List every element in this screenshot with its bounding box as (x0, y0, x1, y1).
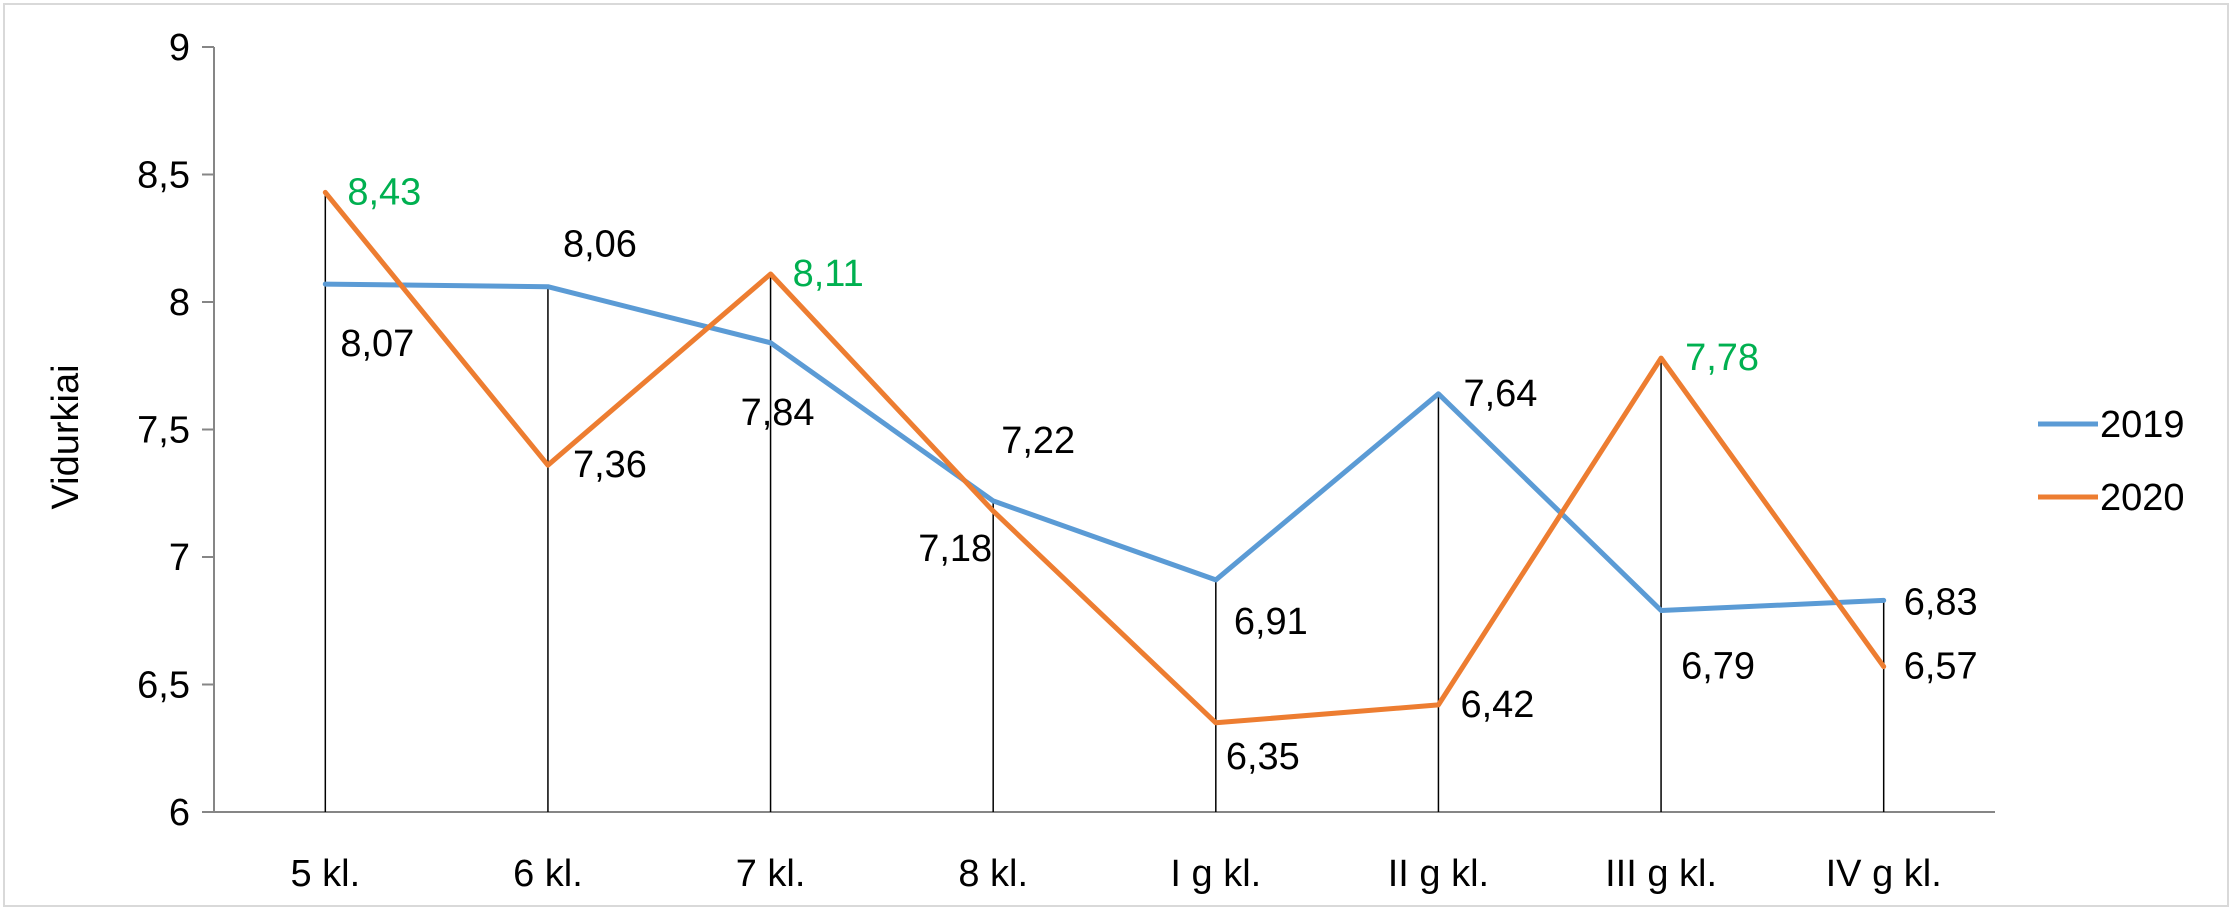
series-line-2019 (322, 281, 1887, 613)
data-label-2019: 8,07 (340, 323, 414, 365)
y-tick-label: 9 (169, 27, 190, 69)
series-lines (322, 189, 1887, 726)
legend-label-2019: 2019 (2100, 404, 2185, 446)
chart-frame (3, 3, 2229, 907)
data-label-2019: 7,64 (1463, 373, 1537, 415)
y-tick-label: 8 (169, 282, 190, 324)
data-label-2019: 6,91 (1234, 601, 1308, 643)
data-label-2019: 6,83 (1904, 581, 1978, 623)
data-label-2020: 7,78 (1685, 337, 1759, 379)
x-category-label: 5 kl. (290, 853, 360, 895)
data-label-2020: 8,43 (347, 171, 421, 213)
x-category-label: 6 kl. (513, 853, 583, 895)
x-category-label: 8 kl. (958, 853, 1028, 895)
y-tick-label: 6,5 (137, 665, 190, 707)
data-label-2019: 7,84 (741, 392, 815, 434)
legend: 2019 2020 (2038, 404, 2185, 519)
data-labels: 8,07 8,06 7,84 7,22 6,91 7,64 6,79 6,83 8,43 7,36… (340, 171, 1977, 777)
x-category-label: II g kl. (1388, 853, 1489, 895)
data-label-2020: 6,35 (1226, 736, 1300, 778)
data-label-2019: 7,22 (1001, 420, 1075, 462)
data-label-2020: 7,36 (573, 444, 647, 486)
y-tick-label: 7 (169, 537, 190, 579)
y-tick-label: 6 (169, 792, 190, 834)
x-category-label: III g kl. (1605, 853, 1717, 895)
data-label-2020: 7,18 (918, 528, 992, 570)
data-label-2020: 6,57 (1904, 646, 1978, 688)
x-category-label: IV g kl. (1826, 853, 1942, 895)
y-tick-label: 7,5 (137, 410, 190, 452)
x-category-label: 7 kl. (736, 853, 806, 895)
series-line-2020 (322, 189, 1887, 726)
data-label-2020: 8,11 (793, 253, 864, 295)
data-label-2019: 8,06 (563, 224, 637, 266)
y-tick-label: 8,5 (137, 155, 190, 197)
axes: 66,577,588,595 kl. 6 kl. 7 kl. 8 kl. I g kl.… (137, 27, 1995, 895)
data-label-2019: 6,79 (1681, 646, 1755, 688)
drop-lines (324, 192, 1885, 812)
x-category-label: I g kl. (1170, 853, 1261, 895)
legend-label-2020: 2020 (2100, 477, 2185, 519)
y-axis-title: Vidurkiai (45, 364, 87, 509)
data-label-2020: 6,42 (1460, 684, 1534, 726)
